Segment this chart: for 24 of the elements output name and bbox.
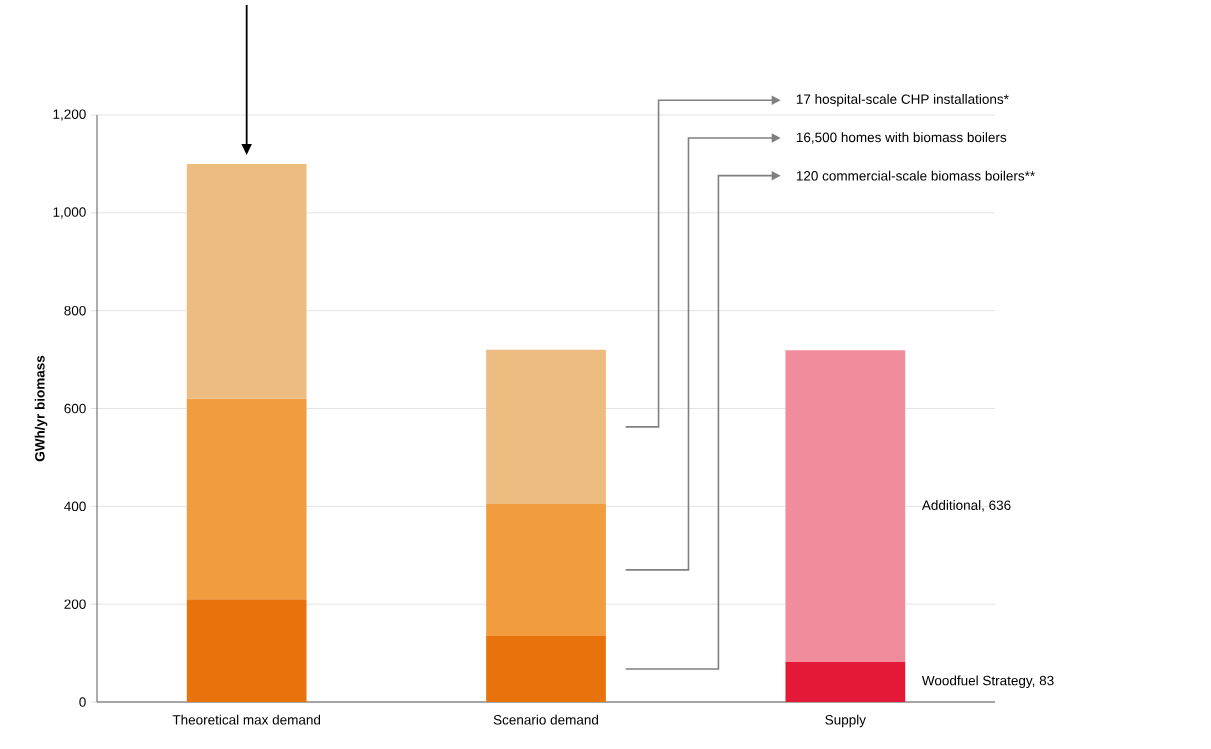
- annotation: Additional, 636: [921, 500, 1011, 512]
- x-tick-label: Supply: [825, 714, 866, 728]
- y-tick-label: 200: [64, 599, 86, 609]
- x-tick-label: Scenario demand: [493, 714, 599, 725]
- y-tick-label: 400: [64, 501, 86, 512]
- y-tick-label: 600: [64, 403, 86, 414]
- y-tick-label: 0: [79, 697, 86, 707]
- y-axis-title: GWh/yr biomass: [34, 355, 48, 462]
- text: 17 hospital-scale CHP installations*: [796, 94, 1009, 107]
- bar: [785, 661, 906, 702]
- y-tick-label: 1,200: [53, 109, 86, 121]
- bar: [486, 635, 606, 702]
- bar: [186, 599, 307, 702]
- y-tick-label: 1,000: [53, 207, 86, 219]
- bar: [785, 350, 906, 662]
- x-tick-label: Theoretical max demand: [172, 714, 321, 725]
- bar: [486, 503, 606, 636]
- y-tick-label: 800: [64, 305, 86, 316]
- bar: [486, 349, 606, 504]
- annotation: 120 commercial-scale biomass boilers**: [796, 170, 1035, 181]
- annotation: Woodfuel Strategy, 83: [921, 675, 1054, 688]
- bar: [186, 163, 307, 399]
- bar: [186, 398, 307, 600]
- annotation: 16,500 homes with biomass boilers: [796, 132, 1007, 144]
